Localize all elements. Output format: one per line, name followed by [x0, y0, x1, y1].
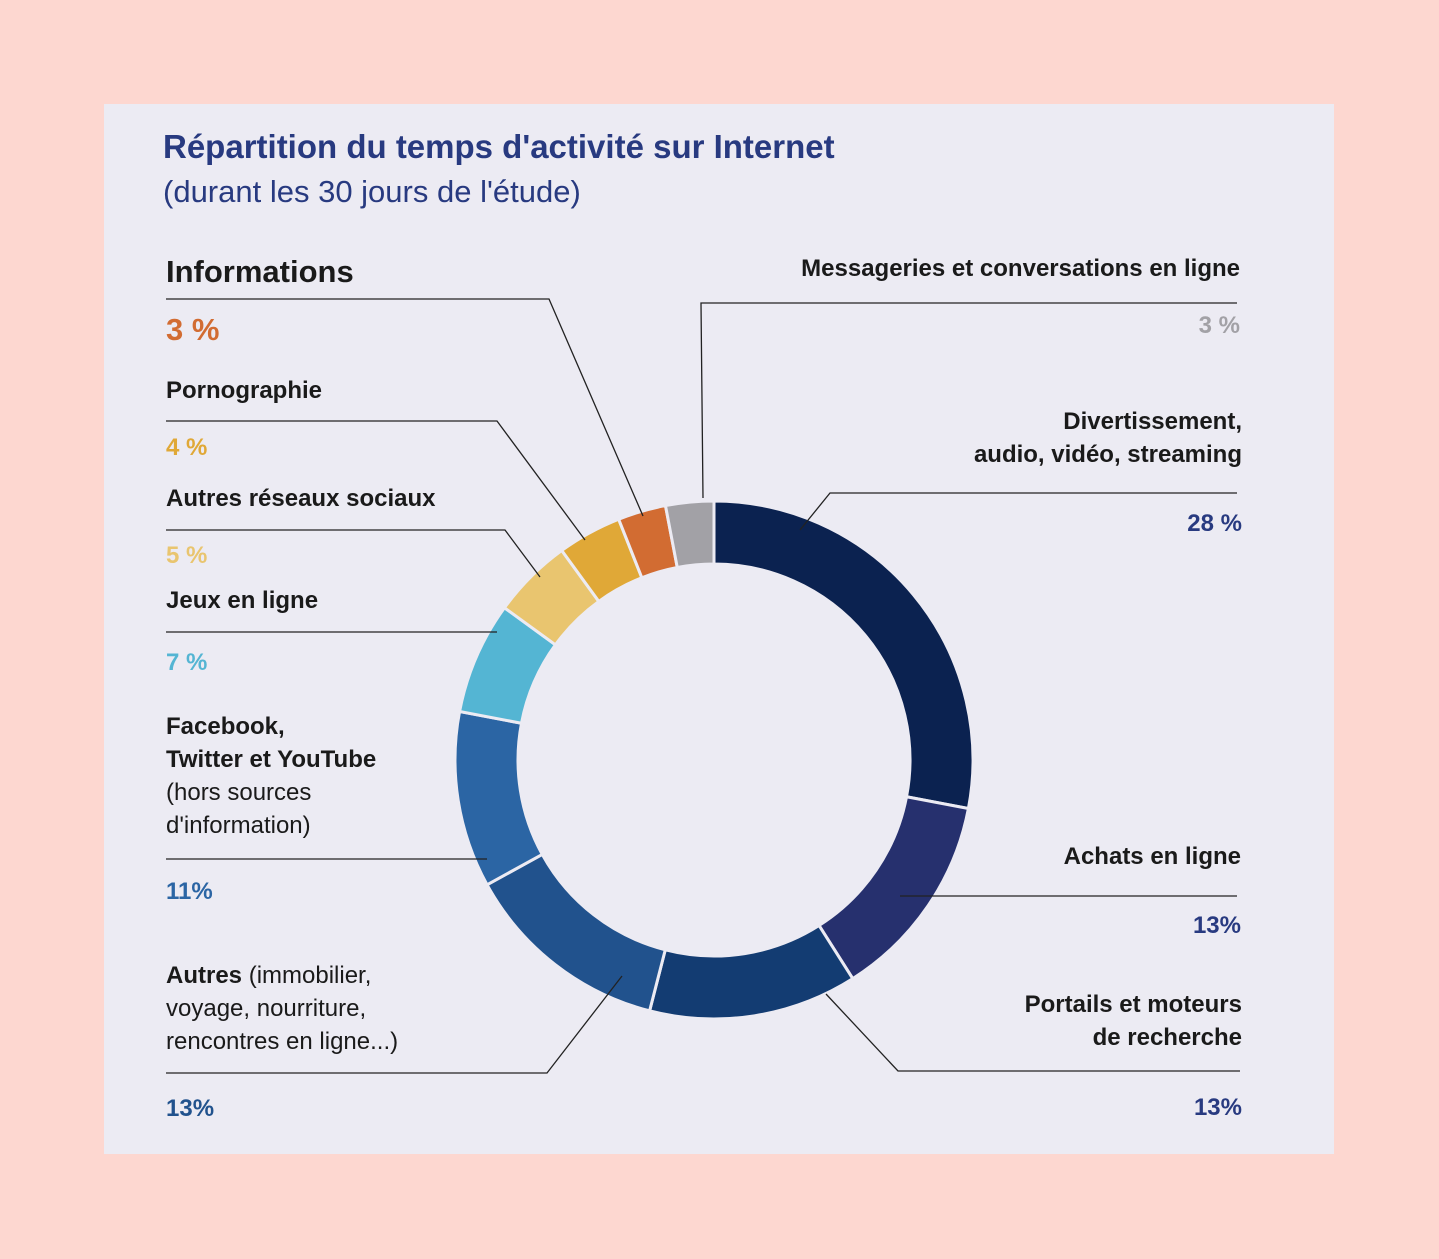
pct-portails: 13% [1193, 1094, 1242, 1121]
pct-informations: 3 % [166, 312, 220, 347]
leader-autres-reseaux [166, 529, 541, 578]
donut-slices [453, 499, 975, 1021]
label-facebook: Facebook, Twitter et YouTube (hors sourc… [166, 713, 377, 839]
donut-slice-9 [663, 499, 716, 570]
label-pornographie: Pornographie [166, 377, 323, 404]
leader-autres [166, 975, 623, 1074]
label-messageries: Messageries et conversations en ligne [801, 255, 1240, 282]
leader-informations [166, 298, 644, 517]
leader-messageries [700, 302, 1237, 499]
pct-autres-reseaux: 5 % [166, 542, 208, 569]
pct-autres: 13% [166, 1095, 215, 1122]
leader-portails [825, 993, 1240, 1072]
label-autres: Autres (immobilier, voyage, nourriture, … [166, 962, 399, 1055]
label-portails: Portails et moteurs de recherche [1024, 991, 1242, 1051]
label-divertissement: Divertissement, audio, vidéo, streaming [973, 408, 1242, 468]
leader-divertissement [799, 492, 1237, 531]
label-informations: Informations [166, 254, 354, 289]
donut-slice-3 [484, 852, 668, 1013]
pct-pornographie: 4 % [166, 434, 208, 461]
label-jeux: Jeux en ligne [166, 587, 319, 614]
leader-lines [166, 298, 1240, 1074]
label-achats: Achats en ligne [1063, 843, 1241, 870]
pct-facebook: 11% [166, 878, 213, 905]
donut-slice-1 [816, 794, 971, 981]
donut-slice-2 [647, 923, 855, 1021]
pct-divertissement: 28 % [1187, 510, 1242, 537]
pct-messageries: 3 % [1198, 312, 1240, 339]
chart-subtitle: (durant les 30 jours de l'étude) [163, 174, 581, 209]
pct-achats: 13% [1192, 912, 1241, 939]
chart-title: Répartition du temps d'activité sur Inte… [163, 128, 835, 165]
pct-jeux: 7 % [166, 649, 208, 676]
leader-pornographie [166, 420, 586, 541]
donut-slice-0 [712, 499, 975, 811]
label-autres-reseaux: Autres réseaux sociaux [166, 485, 436, 512]
